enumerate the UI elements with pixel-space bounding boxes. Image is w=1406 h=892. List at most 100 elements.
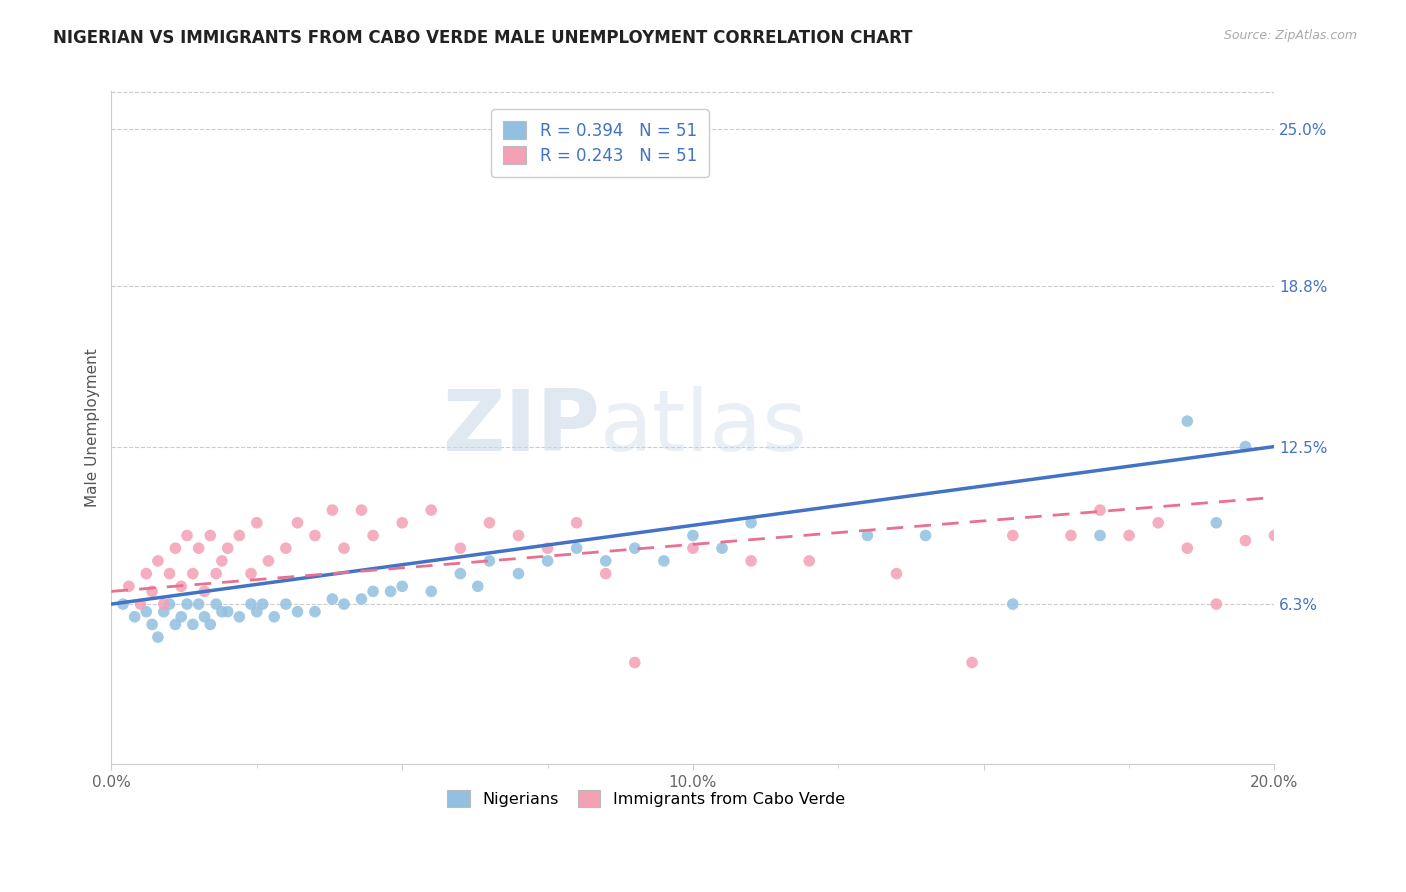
Point	[960, 656, 983, 670]
Point	[170, 609, 193, 624]
Point	[350, 592, 373, 607]
Point	[1234, 440, 1257, 454]
Point	[391, 516, 413, 530]
Point	[1001, 528, 1024, 542]
Point	[886, 566, 908, 581]
Point	[1205, 516, 1227, 530]
Point	[193, 584, 215, 599]
Point	[146, 630, 169, 644]
Point	[141, 617, 163, 632]
Point	[129, 597, 152, 611]
Point	[478, 516, 501, 530]
Point	[205, 597, 228, 611]
Point	[211, 605, 233, 619]
Point	[252, 597, 274, 611]
Point	[152, 605, 174, 619]
Point	[1060, 528, 1083, 542]
Point	[508, 528, 530, 542]
Point	[124, 609, 146, 624]
Point	[711, 541, 734, 556]
Point	[287, 516, 309, 530]
Text: ZIP: ZIP	[441, 386, 600, 469]
Point	[595, 566, 617, 581]
Point	[274, 597, 297, 611]
Point	[1205, 597, 1227, 611]
Point	[135, 605, 157, 619]
Point	[350, 503, 373, 517]
Point	[135, 566, 157, 581]
Point	[536, 541, 558, 556]
Point	[856, 528, 879, 542]
Point	[181, 566, 204, 581]
Point	[391, 579, 413, 593]
Point	[361, 584, 384, 599]
Point	[159, 566, 181, 581]
Point	[380, 584, 402, 599]
Point	[193, 609, 215, 624]
Point	[205, 566, 228, 581]
Point	[333, 597, 356, 611]
Point	[623, 541, 645, 556]
Point	[536, 554, 558, 568]
Point	[623, 656, 645, 670]
Point	[478, 554, 501, 568]
Point	[200, 528, 222, 542]
Point	[1088, 528, 1111, 542]
Point	[652, 554, 675, 568]
Point	[246, 516, 269, 530]
Point	[321, 503, 343, 517]
Point	[287, 605, 309, 619]
Point	[361, 528, 384, 542]
Point	[449, 566, 471, 581]
Point	[682, 541, 704, 556]
Point	[200, 617, 222, 632]
Point	[1175, 541, 1198, 556]
Point	[228, 528, 250, 542]
Point	[146, 554, 169, 568]
Point	[141, 584, 163, 599]
Point	[740, 554, 762, 568]
Point	[187, 541, 209, 556]
Point	[217, 605, 239, 619]
Point	[420, 584, 443, 599]
Point	[240, 597, 263, 611]
Point	[1118, 528, 1140, 542]
Y-axis label: Male Unemployment: Male Unemployment	[86, 348, 100, 507]
Point	[1001, 597, 1024, 611]
Point	[304, 605, 326, 619]
Point	[211, 554, 233, 568]
Text: atlas: atlas	[600, 386, 808, 469]
Point	[170, 579, 193, 593]
Point	[799, 554, 821, 568]
Point	[118, 579, 141, 593]
Point	[1234, 533, 1257, 548]
Point	[152, 597, 174, 611]
Text: Source: ZipAtlas.com: Source: ZipAtlas.com	[1223, 29, 1357, 42]
Point	[274, 541, 297, 556]
Point	[449, 541, 471, 556]
Point	[333, 541, 356, 556]
Point	[914, 528, 936, 542]
Point	[263, 609, 285, 624]
Point	[165, 541, 187, 556]
Point	[228, 609, 250, 624]
Point	[257, 554, 280, 568]
Point	[246, 605, 269, 619]
Point	[217, 541, 239, 556]
Point	[181, 617, 204, 632]
Point	[565, 541, 588, 556]
Point	[165, 617, 187, 632]
Point	[1088, 503, 1111, 517]
Point	[240, 566, 263, 581]
Point	[176, 597, 198, 611]
Point	[159, 597, 181, 611]
Point	[565, 516, 588, 530]
Point	[1175, 414, 1198, 428]
Text: NIGERIAN VS IMMIGRANTS FROM CABO VERDE MALE UNEMPLOYMENT CORRELATION CHART: NIGERIAN VS IMMIGRANTS FROM CABO VERDE M…	[53, 29, 912, 46]
Point	[176, 528, 198, 542]
Point	[112, 597, 135, 611]
Point	[304, 528, 326, 542]
Point	[1263, 528, 1285, 542]
Legend: Nigerians, Immigrants from Cabo Verde: Nigerians, Immigrants from Cabo Verde	[441, 784, 852, 814]
Point	[1147, 516, 1170, 530]
